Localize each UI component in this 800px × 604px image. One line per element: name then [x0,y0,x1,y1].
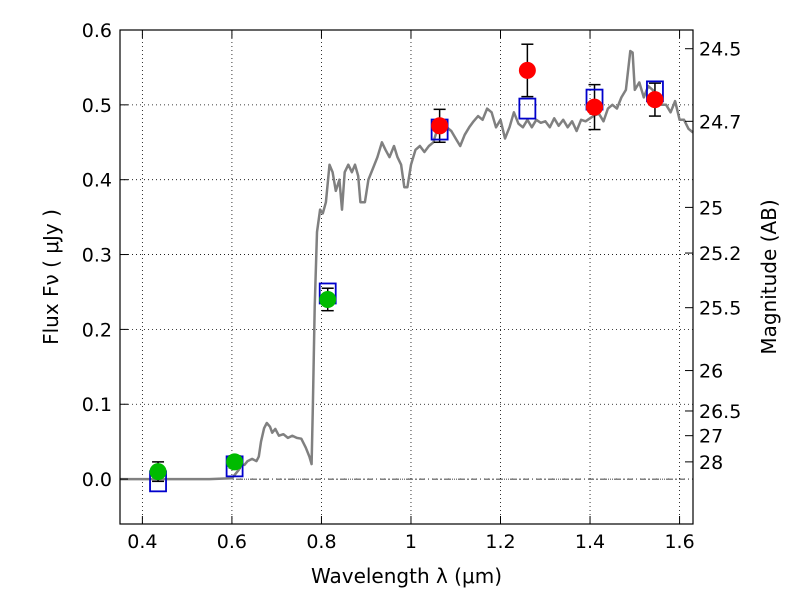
observed-nir-point [646,91,664,109]
y2-tick-label: 24.5 [699,39,741,61]
y2-tick-label: 28 [699,452,723,474]
y2-tick-label: 25.2 [699,243,741,265]
model-photometry-box [518,97,537,120]
x-tick-label: 1.6 [664,531,694,553]
grid [120,30,693,524]
x-tick-label: 0.6 [217,531,247,553]
model-spectrum-line [120,49,694,481]
y-tick-label: 0.0 [82,469,112,491]
observed-optical-point [319,290,337,308]
y2-tick-label: 24.7 [699,111,741,133]
y2-tick-label: 27 [699,426,723,448]
y-tick-label: 0.3 [82,245,112,267]
y2-tick-label: 25.5 [699,298,741,320]
observed-nir-point [431,117,449,135]
x-tick-label: 0.8 [306,531,336,553]
observed-optical-point [226,453,244,471]
model-spectrum-group [120,49,694,481]
y-tick-label: 0.6 [82,20,112,42]
model-photometry-group [149,80,664,493]
y2-tick-label: 26.5 [699,401,741,423]
y-tick-label: 0.5 [82,95,112,117]
y2-tick-label: 25 [699,197,723,219]
x-tick-label: 0.4 [127,531,157,553]
observed-points-group [149,61,664,481]
x-tick-label: 1.4 [575,531,605,553]
axes-frame-group [119,29,694,525]
x-tick-label: 1 [405,531,417,553]
observed-optical-point [149,463,167,481]
y2-axis-label: Magnitude (AB) [757,199,781,354]
y-tick-label: 0.1 [82,394,112,416]
x-tick-label: 1.2 [485,531,515,553]
plot-frame [119,29,694,525]
y-tick-label: 0.4 [82,170,112,192]
observed-nir-point [518,61,536,79]
errorbar-group [152,43,661,483]
y-axis-label: Flux Fν ( μJy ) [39,209,63,345]
x-axis-label: Wavelength λ (μm) [311,564,502,588]
ticks-group: 0.4 0.6 0.8 1 1.2 1.4 1.6 0.0 0.1 0.2 0.3 0.4 0.5 0.6… [82,20,742,553]
y2-tick-label: 26 [699,361,723,383]
observed-nir-point [586,98,604,116]
y-tick-label: 0.2 [82,319,112,341]
